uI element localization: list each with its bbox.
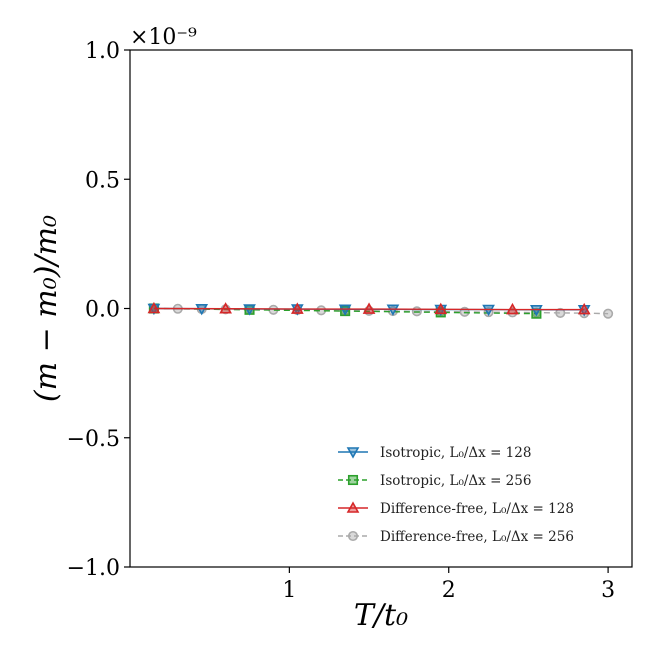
data-point: [411, 306, 422, 317]
legend-entry-4: Difference-free, L₀/Δx = 256: [338, 529, 574, 545]
data-point: [362, 302, 376, 314]
legend-marker: [347, 474, 359, 486]
legend-label: Isotropic, L₀/Δx = 256: [380, 473, 531, 489]
y-axis-label: (m − m₀)/m₀: [29, 215, 64, 402]
data-point: [555, 307, 566, 318]
y-tick-label: 0.5: [85, 168, 120, 193]
x-tick-label: 1: [282, 578, 296, 603]
data-point: [577, 302, 591, 315]
x-axis-label: T/t₀: [354, 598, 408, 633]
legend-label: Isotropic, L₀/Δx = 128: [380, 445, 531, 461]
y-tick-label: −1.0: [67, 556, 120, 581]
legend-entry-1: Isotropic, L₀/Δx = 128: [338, 445, 531, 461]
y-tick-label: −0.5: [67, 427, 120, 452]
legend-marker: [346, 501, 360, 513]
series-3: [147, 301, 591, 315]
y-scale-multiplier: ×10⁻⁹: [130, 25, 197, 50]
x-tick-label: 2: [442, 578, 456, 603]
data-point: [290, 302, 304, 314]
legend-label: Difference-free, L₀/Δx = 256: [380, 529, 574, 545]
plot-area: [147, 301, 614, 319]
series-line: [153, 307, 585, 311]
x-tick-label: 3: [601, 578, 615, 603]
data-point: [338, 304, 352, 316]
data-point: [434, 302, 448, 315]
data-point: [219, 302, 232, 314]
data-point: [506, 302, 519, 315]
data-point: [530, 304, 543, 317]
legend-entry-2: Isotropic, L₀/Δx = 256: [338, 473, 531, 489]
data-point: [147, 301, 161, 314]
legend-label: Difference-free, L₀/Δx = 128: [380, 501, 574, 517]
legend-entry-3: Difference-free, L₀/Δx = 128: [338, 501, 574, 517]
axes: 1 2 3 −1.0 −0.5 0.0 0.5 1.0 ×10⁻⁹ T/t₀ (m − m₀)/m₀: [29, 25, 633, 633]
legend-marker: [347, 530, 359, 542]
legend: Isotropic, L₀/Δx = 128 Isotropic, L₀/Δx =…: [338, 445, 574, 545]
legend-marker: [346, 447, 360, 459]
y-tick-label: 1.0: [85, 39, 120, 64]
y-tick-label: 0.0: [85, 298, 120, 323]
data-point: [603, 308, 614, 319]
